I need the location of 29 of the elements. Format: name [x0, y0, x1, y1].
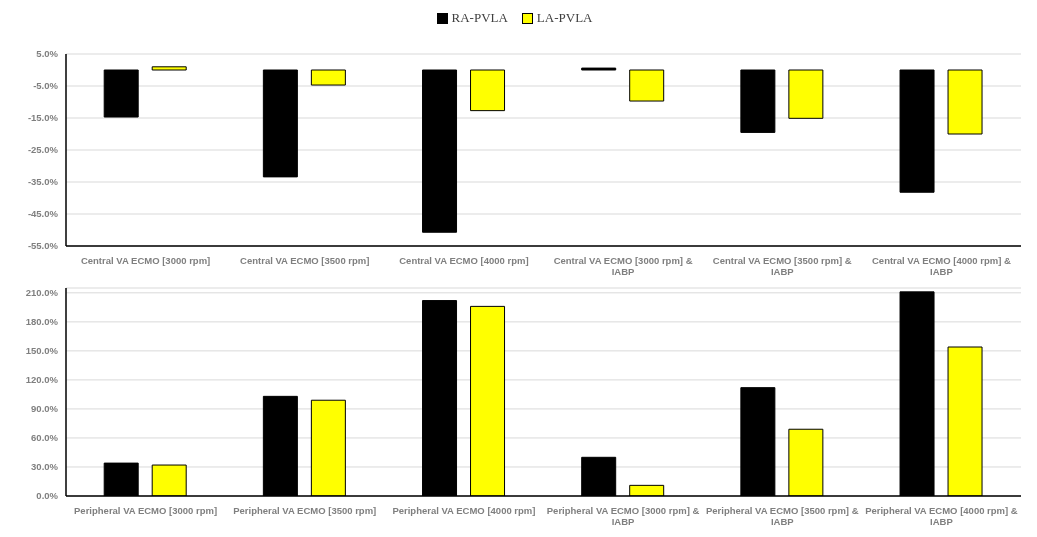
- legend-label: RA-PVLA: [451, 10, 508, 26]
- y-tick-label: 30.0%: [31, 461, 59, 473]
- x-tick-label: Peripheral VA ECMO [3500 rpm] & IABP: [705, 505, 859, 527]
- x-tick-label: Central VA ECMO [3000 rpm] & IABP: [553, 255, 693, 277]
- legend-label: LA-PVLA: [536, 10, 593, 26]
- y-tick-label: 120.0%: [25, 374, 59, 386]
- y-tick-label: 150.0%: [25, 345, 59, 357]
- x-tick-label: Peripheral VA ECMO [3500 rpm]: [233, 505, 377, 516]
- y-tick-label: -45.0%: [27, 208, 59, 220]
- y-tick-label: -15.0%: [27, 112, 59, 124]
- x-tick-label: Central VA ECMO [3000 rpm]: [80, 255, 211, 266]
- x-tick-label: Central VA ECMO [3500 rpm]: [240, 255, 370, 266]
- y-tick-label: -5.0%: [33, 80, 59, 92]
- y-tick-label: 5.0%: [36, 48, 59, 60]
- x-tick-label: Peripheral VA ECMO [3000 rpm] & IABP: [546, 505, 700, 527]
- y-tick-label: 180.0%: [25, 316, 59, 328]
- y-tick-label: -35.0%: [27, 176, 59, 188]
- x-tick-label: Central VA ECMO [4000 rpm]: [399, 255, 529, 266]
- y-tick-label: 60.0%: [31, 432, 59, 444]
- y-tick-label: 210.0%: [25, 287, 59, 299]
- y-tick-label: -55.0%: [27, 240, 59, 252]
- x-tick-label: Peripheral VA ECMO [3000 rpm]: [74, 505, 218, 516]
- y-tick-label: 0.0%: [36, 490, 59, 502]
- x-tick-label: Central VA ECMO [3500 rpm] & IABP: [712, 255, 852, 277]
- y-tick-label: 90.0%: [31, 403, 59, 415]
- x-tick-label: Central VA ECMO [4000 rpm] & IABP: [871, 255, 1011, 277]
- x-tick-label: Peripheral VA ECMO [4000 rpm] & IABP: [865, 505, 1018, 527]
- y-tick-label: -25.0%: [27, 144, 59, 156]
- x-tick-label: Peripheral VA ECMO [4000 rpm]: [392, 505, 536, 516]
